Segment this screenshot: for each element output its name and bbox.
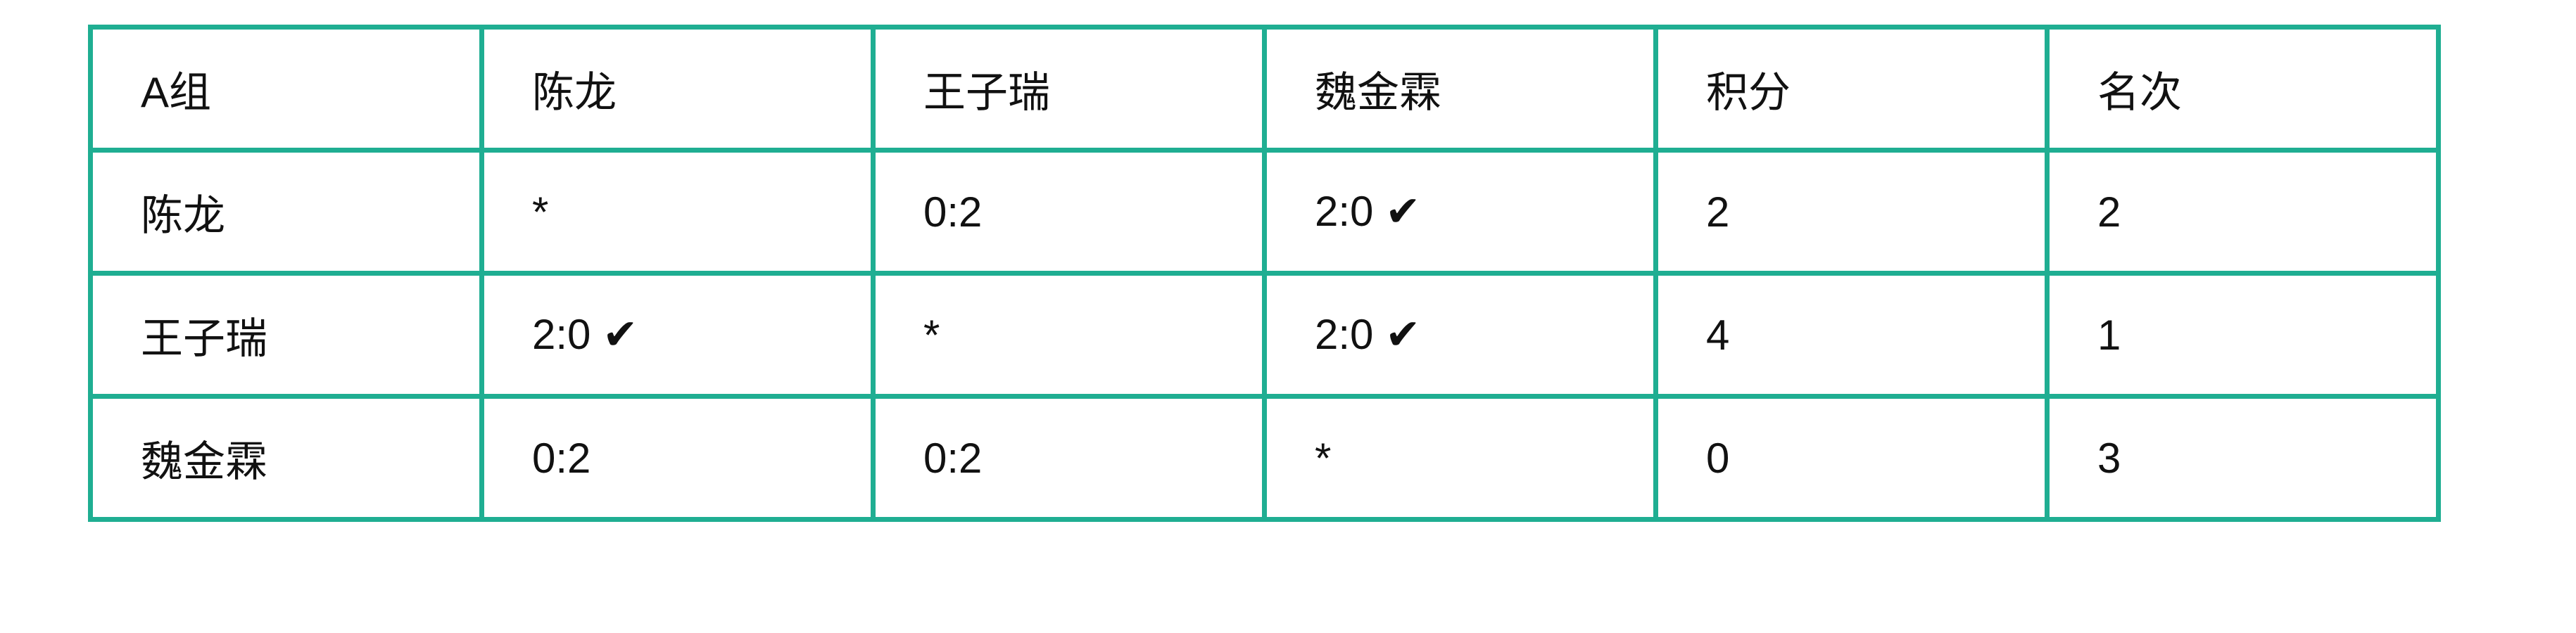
table-cell: 2:0 ✔ [1262, 271, 1658, 399]
table-row: 王子瑞 2:0 ✔ * 2:0 ✔ 4 1 [88, 271, 2441, 399]
table-cell: 2:0 ✔ [479, 271, 876, 399]
table-cell: 1 [2045, 271, 2441, 399]
table-cell: 2:0 ✔ [1262, 148, 1658, 276]
table-row: 魏金霖 0:2 0:2 * 0 3 [88, 394, 2441, 522]
results-table: A组 陈龙 王子瑞 魏金霖 积分 名次 陈龙 * 0:2 2:0 ✔ 2 2 王子瑞 2:0 ✔ * 2:0 … [88, 25, 2441, 522]
header-cell: 名次 [2045, 25, 2441, 153]
table-body: A组 陈龙 王子瑞 魏金霖 积分 名次 陈龙 * 0:2 2:0 ✔ 2 2 王子瑞 2:0 ✔ * 2:0 … [88, 25, 2441, 522]
header-cell: 积分 [1653, 25, 2050, 153]
table-cell: 0:2 [871, 148, 1267, 276]
table-cell: 4 [1653, 271, 2050, 399]
table-cell: 陈龙 [88, 148, 484, 276]
table-cell: * [871, 271, 1267, 399]
table-cell: 0:2 [871, 394, 1267, 522]
table-cell: 3 [2045, 394, 2441, 522]
table-cell: 魏金霖 [88, 394, 484, 522]
header-cell: 魏金霖 [1262, 25, 1658, 153]
table-cell: 王子瑞 [88, 271, 484, 399]
header-row: A组 陈龙 王子瑞 魏金霖 积分 名次 [88, 25, 2441, 153]
table-cell: 0 [1653, 394, 2050, 522]
table-cell: 2 [2045, 148, 2441, 276]
header-cell: 王子瑞 [871, 25, 1267, 153]
table-cell: * [479, 148, 876, 276]
header-cell: A组 [88, 25, 484, 153]
table-row: 陈龙 * 0:2 2:0 ✔ 2 2 [88, 148, 2441, 276]
table-cell: 2 [1653, 148, 2050, 276]
table-cell: 0:2 [479, 394, 876, 522]
table-cell: * [1262, 394, 1658, 522]
header-cell: 陈龙 [479, 25, 876, 153]
